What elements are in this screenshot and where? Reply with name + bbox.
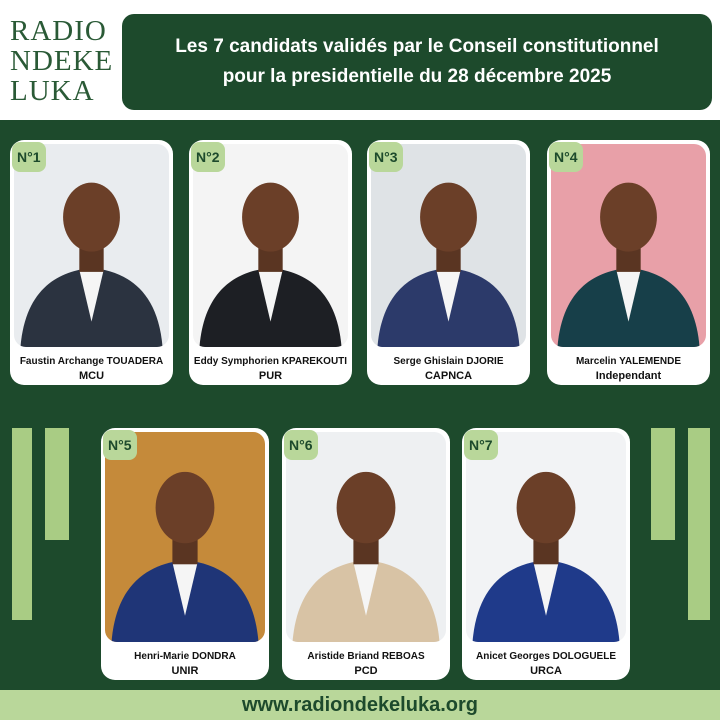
portrait — [20, 182, 163, 347]
candidate-number: N°2 — [191, 142, 225, 172]
portrait — [557, 182, 700, 347]
title-box: Les 7 candidats validés par le Conseil c… — [122, 14, 712, 110]
candidate-number: N°5 — [103, 430, 137, 460]
candidate-name: Marcelin YALEMENDE — [575, 356, 682, 367]
decor-bar — [45, 428, 69, 540]
logo-line: NDEKE — [10, 45, 114, 77]
candidate-number: N°6 — [284, 430, 318, 460]
candidate-card: N°5 Henri-Marie DONDRA UNIR — [101, 428, 269, 680]
candidate-party: PUR — [258, 370, 283, 382]
candidate-number: N°4 — [549, 142, 583, 172]
candidate-number: N°1 — [12, 142, 46, 172]
title-line: Les 7 candidats validés par le Conseil c… — [175, 36, 659, 57]
footer-url: www.radiondekeluka.org — [0, 690, 720, 720]
title-line: pour la presidentielle du 28 décembre 20… — [222, 66, 612, 87]
candidate-number: N°7 — [464, 430, 498, 460]
candidate-name: Aristide Briand REBOAS — [307, 651, 425, 662]
decor-bar — [12, 428, 32, 620]
candidate-photo — [286, 432, 446, 642]
portrait — [199, 182, 342, 347]
candidate-photo — [105, 432, 265, 642]
candidate-photo — [551, 144, 706, 347]
candidate-name: Faustin Archange TOUADERA — [19, 356, 164, 367]
candidate-photo — [371, 144, 526, 347]
candidate-card: N°6 Aristide Briand REBOAS PCD — [282, 428, 450, 680]
candidate-number: N°3 — [369, 142, 403, 172]
candidate-photo — [466, 432, 626, 642]
portrait — [292, 471, 440, 642]
candidate-party: MCU — [78, 370, 105, 382]
portrait — [377, 182, 520, 347]
candidate-party: CAPNCA — [424, 370, 473, 382]
candidate-party: Independant — [595, 370, 662, 382]
candidate-card: N°4 Marcelin YALEMENDE Independant — [547, 140, 710, 385]
candidate-party: URCA — [530, 665, 562, 677]
candidate-photo — [14, 144, 169, 347]
logo: RADIO NDEKE LUKA — [10, 16, 113, 106]
candidate-photo — [193, 144, 348, 347]
logo-line: RADIO — [10, 15, 107, 47]
logo-line: LUKA — [10, 75, 95, 107]
candidate-name: Eddy Symphorien KPAREKOUTI — [193, 356, 348, 367]
candidate-name: Anicet Georges DOLOGUELE — [475, 651, 617, 662]
portrait — [472, 471, 620, 642]
candidate-name: Henri-Marie DONDRA — [134, 651, 236, 662]
candidate-name: Serge Ghislain DJORIE — [393, 356, 504, 367]
candidate-card: N°7 Anicet Georges DOLOGUELE URCA — [462, 428, 630, 680]
candidate-party: UNIR — [171, 665, 199, 677]
candidate-party: PCD — [354, 665, 378, 677]
decor-bar — [651, 428, 675, 540]
candidate-card: N°2 Eddy Symphorien KPAREKOUTI PUR — [189, 140, 352, 385]
candidate-card: N°1 Faustin Archange TOUADERA MCU — [10, 140, 173, 385]
candidate-card: N°3 Serge Ghislain DJORIE CAPNCA — [367, 140, 530, 385]
decor-bar — [688, 428, 710, 620]
portrait — [111, 471, 259, 642]
